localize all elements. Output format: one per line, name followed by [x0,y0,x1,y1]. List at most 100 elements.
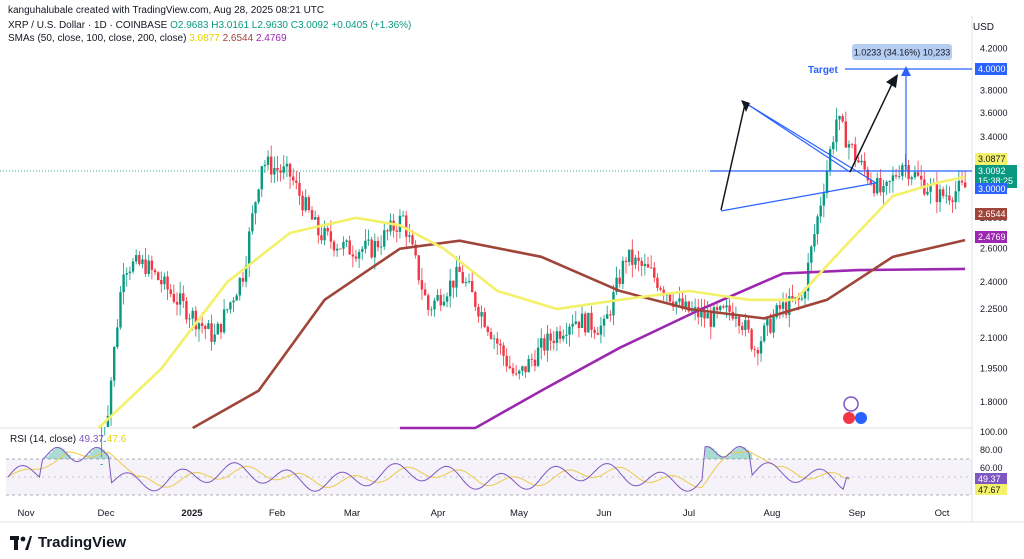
candle-body [715,307,719,311]
candle-body [197,323,201,330]
candle-body [919,175,923,180]
candle-body [753,349,756,351]
base-tag [975,183,1007,194]
candle-body [587,312,590,333]
candle-body [653,267,656,278]
tradingview-logo[interactable]: TradingView [10,534,126,551]
candle-body [678,298,681,302]
candle-body [631,249,634,265]
candle-body [894,175,898,177]
candle-body [803,290,807,299]
x-tick-label: Apr [431,508,446,519]
candle-body [546,333,549,351]
candle-body [207,323,210,329]
candle-body [448,280,452,297]
time-axis[interactable]: Nov Dec 2025 Feb Mar Apr May Jun Jul Aug Sep Oct [18,508,950,519]
candle-body [659,287,662,290]
candle-body [279,170,282,173]
rsi-tick-label: 60.00 [980,463,1003,473]
candle-body [492,338,496,340]
ohlc-values: O2.9683 H3.0161 L2.9630 C3.0092 +0.0405 … [170,20,412,31]
sma50-tag-text: 3.0877 [978,154,1006,164]
candle-body [194,310,198,330]
rsi-ma-tag-text: 47.67 [978,485,1001,495]
candle-body [436,295,439,301]
sma-legend[interactable]: SMAs (50, close, 100, close, 200, close)… [8,33,287,44]
candle-body [602,318,606,326]
candle-body [470,281,474,293]
candle-body [219,323,223,333]
candle-body [414,244,417,256]
candle-body [725,305,728,308]
chart-credit: kanguhalubale created with TradingView.c… [8,5,325,16]
candle-body [439,295,442,306]
triangle-upper-extended[interactable] [746,103,877,184]
rsi-ma-line[interactable] [7,450,850,488]
candle-body [593,329,596,334]
candle-body [430,309,433,311]
candle-body [100,464,103,465]
countdown-text: 15:38:25 [978,176,1013,186]
candle-body [558,331,562,339]
price-axis[interactable]: 4.20004.00003.80003.60003.40003.20003.00… [980,44,1008,407]
sma100-line[interactable] [192,238,966,430]
candle-body [734,316,738,319]
candle-body [138,255,141,265]
candle-body [285,163,289,167]
candle-body [530,359,534,360]
rsi-line[interactable] [7,445,850,492]
x-tick-label: Nov [18,508,35,519]
sma200-tag [975,231,1007,243]
candle-body [156,272,160,280]
currency-label: USD [972,22,994,33]
sma200-value: 2.4769 [255,33,287,44]
candle-body [621,260,625,284]
y-tick-label: 3.6000 [980,108,1008,118]
candle-body [750,329,753,350]
candle-body [263,164,267,167]
candle-body [898,176,901,177]
symbol-line: XRP / U.S. Dollar · 1D · COINBASE O2.968… [8,20,411,31]
candle-body [458,266,461,273]
rsi-tick-label: 80.00 [980,445,1003,455]
y-tick-label: 4.2000 [980,44,1008,54]
candles[interactable] [100,107,967,465]
triangle-lower-line[interactable] [720,182,877,212]
candle-body [684,301,687,309]
flagpole-arrow-line [720,103,746,211]
candle-body [747,320,750,330]
candle-body [766,318,769,326]
us-flag-icon-2[interactable] [855,412,867,424]
candle-body [367,239,370,241]
candle-body [728,305,731,312]
symbol-name[interactable]: XRP / U.S. Dollar · 1D · COINBASE [8,20,168,31]
candle-body [941,189,945,196]
candle-body [326,228,329,232]
candle-body [562,335,565,339]
rsi-ma-value: 47.6 [106,434,127,445]
triangle-pattern[interactable]: 1.0233 (34.16%) 10,233 Target [710,44,972,212]
candle-body [697,307,700,318]
rsi-legend[interactable]: RSI (14, close) 49.37 47.6 [10,434,126,445]
x-tick-label: Mar [344,508,360,519]
candle-body [935,183,939,203]
sma50-line[interactable] [97,175,966,429]
rsi-ma-tag [975,484,1007,495]
candle-body [825,170,829,194]
us-flag-icon[interactable] [843,412,855,424]
candle-body [175,301,179,305]
candle-body [957,180,961,192]
event-icon[interactable] [843,396,859,412]
triangle-upper-line[interactable] [746,103,851,173]
sma200-line[interactable] [399,267,966,430]
candle-body [850,144,854,145]
candle-body [615,277,618,293]
candle-body [103,440,106,442]
candle-body [153,269,157,273]
candle-body [624,260,628,263]
x-tick-label: Oct [935,508,950,519]
candle-body [891,175,895,182]
candle-body [125,273,128,275]
measure-box[interactable] [852,44,952,60]
